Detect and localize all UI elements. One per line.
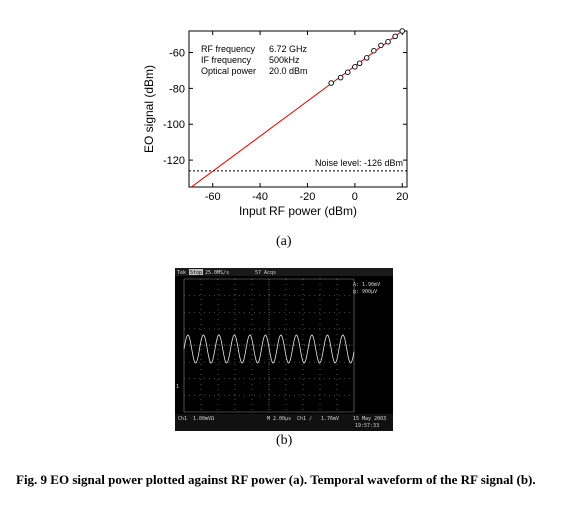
data-point (328, 80, 334, 86)
x-tick-label: -20 (300, 191, 316, 203)
plot-frame (188, 30, 408, 188)
chart-labels: Noise level: -126 dBm RF frequency 6.72 GH… (142, 44, 403, 218)
scope-graticule (183, 278, 355, 413)
y-tick-label: -120 (163, 155, 185, 167)
chart-series (189, 28, 407, 187)
annotation-key: Optical power (201, 66, 256, 76)
scope-bottom-level: 1.76mV (321, 416, 339, 422)
caption-b: (b) (276, 433, 293, 448)
y-tick-label: -80 (169, 83, 185, 95)
data-point (378, 42, 384, 49)
scope-readout-2: @: 900μV (353, 289, 377, 295)
chart-axes (188, 30, 408, 188)
data-point (399, 28, 406, 34)
annotation-value: 500kHz (269, 55, 300, 65)
y-axis-label: EO signal (dBm) (142, 65, 156, 153)
scope-bottom-channel: Ch1 (178, 416, 187, 422)
y-tick-label: -60 (169, 48, 185, 60)
x-tick-label: -40 (252, 191, 268, 203)
x-tick-label: 20 (396, 191, 408, 203)
scope-date: 15 May 2003 (353, 416, 386, 422)
scope-acqs: 57 Acqs (255, 270, 276, 276)
data-point (371, 47, 377, 54)
scope-time: 19:57:33 (355, 423, 379, 429)
data-point (352, 64, 358, 70)
data-point (363, 55, 370, 61)
scope-mode: Stop (190, 270, 202, 276)
eo-signal-chart: -60 -40 -20 0 20 -120 -100 -80 -60 Noise level: … (142, 28, 408, 218)
annotation-key: IF frequency (201, 55, 252, 65)
scope-rate: 25.0MS/s (205, 270, 229, 276)
data-point (392, 33, 398, 40)
scope-bottom-scale: 1.00mVΩ (193, 416, 214, 422)
rf-waveform (183, 334, 355, 364)
scope-readout-1: A: 1.90mV (353, 282, 380, 288)
data-point (337, 74, 344, 81)
axis-ticks: -60 -40 -20 0 20 -120 -100 -80 -60 (163, 31, 408, 203)
scope-bottom-time: M 2.00μs (267, 416, 291, 422)
y-tick-label: -100 (163, 119, 185, 131)
x-tick-label: 0 (352, 191, 358, 203)
annotation-key: RF frequency (201, 44, 256, 54)
figure-caption: Fig. 9 EO signal power plotted against R… (16, 472, 536, 487)
data-point (345, 69, 351, 75)
annotation-value: 20.0 dBm (269, 66, 308, 76)
x-axis-label: Input RF power (dBm) (239, 204, 357, 218)
scope-brand: Tek (177, 270, 186, 276)
oscilloscope-display: Tek Stop 25.0MS/s 57 Acqs A: 1.90mV @: 9… (175, 268, 393, 431)
caption-a: (a) (276, 234, 292, 249)
scope-bottom-trigger: Ch1 ∕ (297, 416, 312, 422)
annotation-value: 6.72 GHz (269, 44, 308, 54)
oscilloscope-screenshot: Tek Stop 25.0MS/s 57 Acqs A: 1.90mV @: 9… (175, 268, 393, 431)
data-point (356, 60, 363, 67)
channel-marker: 1 (176, 384, 179, 390)
x-tick-label: -60 (205, 191, 221, 203)
noise-level-label: Noise level: -126 dBm (315, 158, 403, 168)
data-point (385, 39, 391, 45)
